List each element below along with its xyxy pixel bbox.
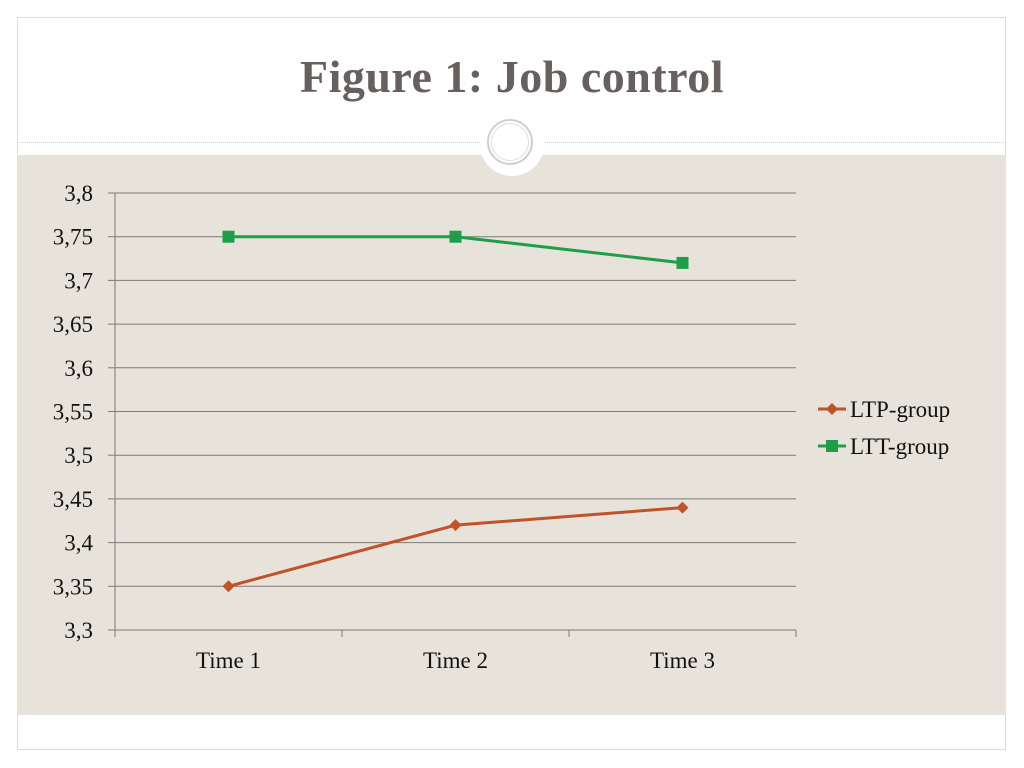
slide-title: Figure 1: Job control [299, 51, 725, 102]
y-tick-label: 3,55 [53, 400, 93, 425]
data-point [222, 580, 235, 593]
y-tick-label: 3,5 [64, 443, 93, 468]
y-tick-label: 3,8 [64, 181, 93, 206]
data-point [676, 256, 689, 269]
y-tick-label: 3,75 [53, 225, 93, 250]
y-tick-label: 3,7 [64, 268, 93, 293]
x-tick-label: Time 2 [423, 648, 488, 673]
y-tick-label: 3,4 [64, 531, 93, 556]
x-tick-label: Time 1 [196, 648, 261, 673]
y-tick-label: 3,35 [53, 574, 93, 599]
ornament-inner-ring [491, 123, 529, 161]
x-tick-label: Time 3 [650, 648, 715, 673]
data-point [222, 230, 235, 243]
legend-label: LTT-group [850, 434, 949, 459]
data-point [676, 501, 689, 514]
y-tick-label: 3,6 [64, 356, 93, 381]
legend-label: LTP-group [850, 397, 950, 422]
y-tick-label: 3,45 [53, 487, 93, 512]
y-tick-label: 3,3 [64, 618, 93, 643]
legend-marker [826, 440, 838, 452]
content-band [17, 155, 1006, 715]
data-point [449, 519, 462, 532]
data-point [449, 230, 462, 243]
y-tick-label: 3,65 [53, 312, 93, 337]
legend-marker [826, 403, 838, 415]
